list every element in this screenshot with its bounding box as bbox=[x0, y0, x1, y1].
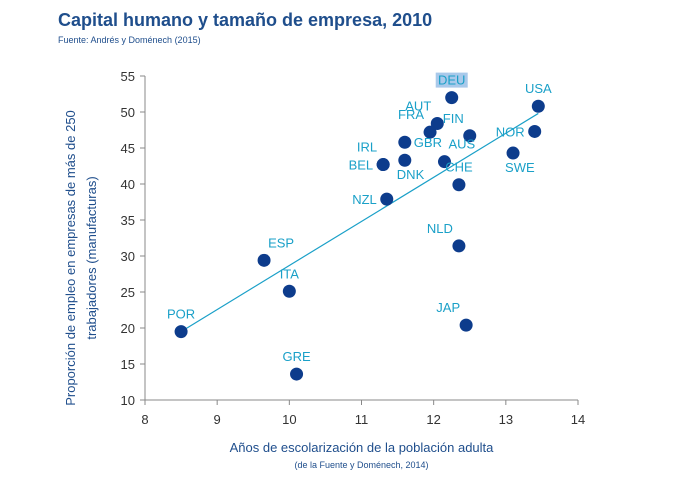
data-point-esp bbox=[257, 253, 271, 267]
data-point-jap bbox=[459, 318, 473, 332]
y-tick-label: 25 bbox=[121, 285, 135, 300]
point-label-aut: AUT bbox=[405, 99, 431, 114]
data-point-deu bbox=[445, 91, 459, 105]
x-tick-label: 9 bbox=[214, 412, 221, 427]
point-label-deu: DEU bbox=[438, 73, 465, 88]
chart-source: Fuente: Andrés y Doménech (2015) bbox=[58, 35, 201, 45]
x-tick-label: 8 bbox=[141, 412, 148, 427]
y-tick-label: 50 bbox=[121, 105, 135, 120]
x-tick-label: 11 bbox=[355, 412, 369, 427]
data-point-ita bbox=[282, 284, 296, 298]
y-tick-label: 30 bbox=[121, 249, 135, 264]
data-point-aut bbox=[430, 117, 444, 131]
point-label-fra: FRA bbox=[398, 107, 424, 122]
trendline-group bbox=[180, 112, 539, 333]
data-point-dnk bbox=[398, 153, 412, 167]
x-axis-label: Años de escolarización de la población a… bbox=[230, 440, 495, 455]
data-point-che bbox=[452, 178, 466, 192]
data-point-gre bbox=[290, 367, 304, 381]
data-point-nor bbox=[528, 124, 542, 138]
label-highlight-box bbox=[435, 72, 468, 88]
point-label-fin: FIN bbox=[443, 111, 464, 126]
point-label-nzl: NZL bbox=[352, 192, 377, 207]
point-label-aus: AUS bbox=[448, 137, 475, 152]
axes: 10 15 20 25 30 35 40 45 50 55 8 9 10 11 12 13 14 bbox=[121, 69, 586, 427]
point-label-irl: IRL bbox=[357, 140, 377, 155]
point-label-por: POR bbox=[167, 307, 195, 322]
y-axis-label-line1: Proporción de empleo en empresas de más … bbox=[63, 110, 78, 406]
y-tick-label: 20 bbox=[121, 321, 135, 336]
point-label-jap: JAP bbox=[436, 300, 460, 315]
data-point-gbr bbox=[398, 135, 412, 149]
point-label-usa: USA bbox=[525, 81, 552, 96]
x-tick-label: 14 bbox=[571, 412, 585, 427]
point-label-nor: NOR bbox=[496, 124, 525, 139]
chart-title: Capital humano y tamaño de empresa, 2010 bbox=[58, 10, 433, 30]
point-label-gre: GRE bbox=[282, 349, 311, 364]
point-label-che: CHE bbox=[445, 160, 473, 175]
point-label-nld: NLD bbox=[427, 221, 453, 236]
point-labels-group: DEU USA AUT FIN FRA NOR GBR IRL BEL DNK AUS SWE CHE N… bbox=[167, 72, 552, 364]
x-tick-label: 13 bbox=[499, 412, 513, 427]
data-point-swe bbox=[506, 146, 520, 160]
point-label-esp: ESP bbox=[268, 235, 294, 250]
y-tick-label: 10 bbox=[121, 393, 135, 408]
data-point-nld bbox=[452, 239, 466, 253]
points-group bbox=[174, 91, 545, 381]
y-axis-label-line2: trabajadores (manufacturas) bbox=[84, 176, 99, 339]
point-label-gbr: GBR bbox=[414, 135, 442, 150]
data-point-aus bbox=[437, 155, 451, 169]
point-label-dnk: DNK bbox=[397, 167, 425, 182]
x-axis-sublabel: (de la Fuente y Doménech, 2014) bbox=[294, 460, 428, 470]
data-point-fra bbox=[423, 125, 437, 139]
y-tick-label: 15 bbox=[121, 357, 135, 372]
data-point-fin bbox=[463, 129, 477, 143]
y-tick-label: 55 bbox=[121, 69, 135, 84]
trendline bbox=[180, 112, 539, 333]
data-point-por bbox=[174, 325, 188, 339]
point-label-bel: BEL bbox=[349, 158, 374, 173]
data-point-nzl bbox=[380, 192, 394, 206]
x-tick-label: 12 bbox=[426, 412, 440, 427]
point-label-ita: ITA bbox=[280, 266, 300, 281]
data-point-usa bbox=[531, 99, 545, 113]
point-label-swe: SWE bbox=[505, 160, 535, 175]
y-tick-label: 45 bbox=[121, 141, 135, 156]
y-tick-label: 40 bbox=[121, 177, 135, 192]
y-tick-label: 35 bbox=[121, 213, 135, 228]
data-point-bel bbox=[376, 158, 390, 172]
x-tick-label: 10 bbox=[282, 412, 296, 427]
